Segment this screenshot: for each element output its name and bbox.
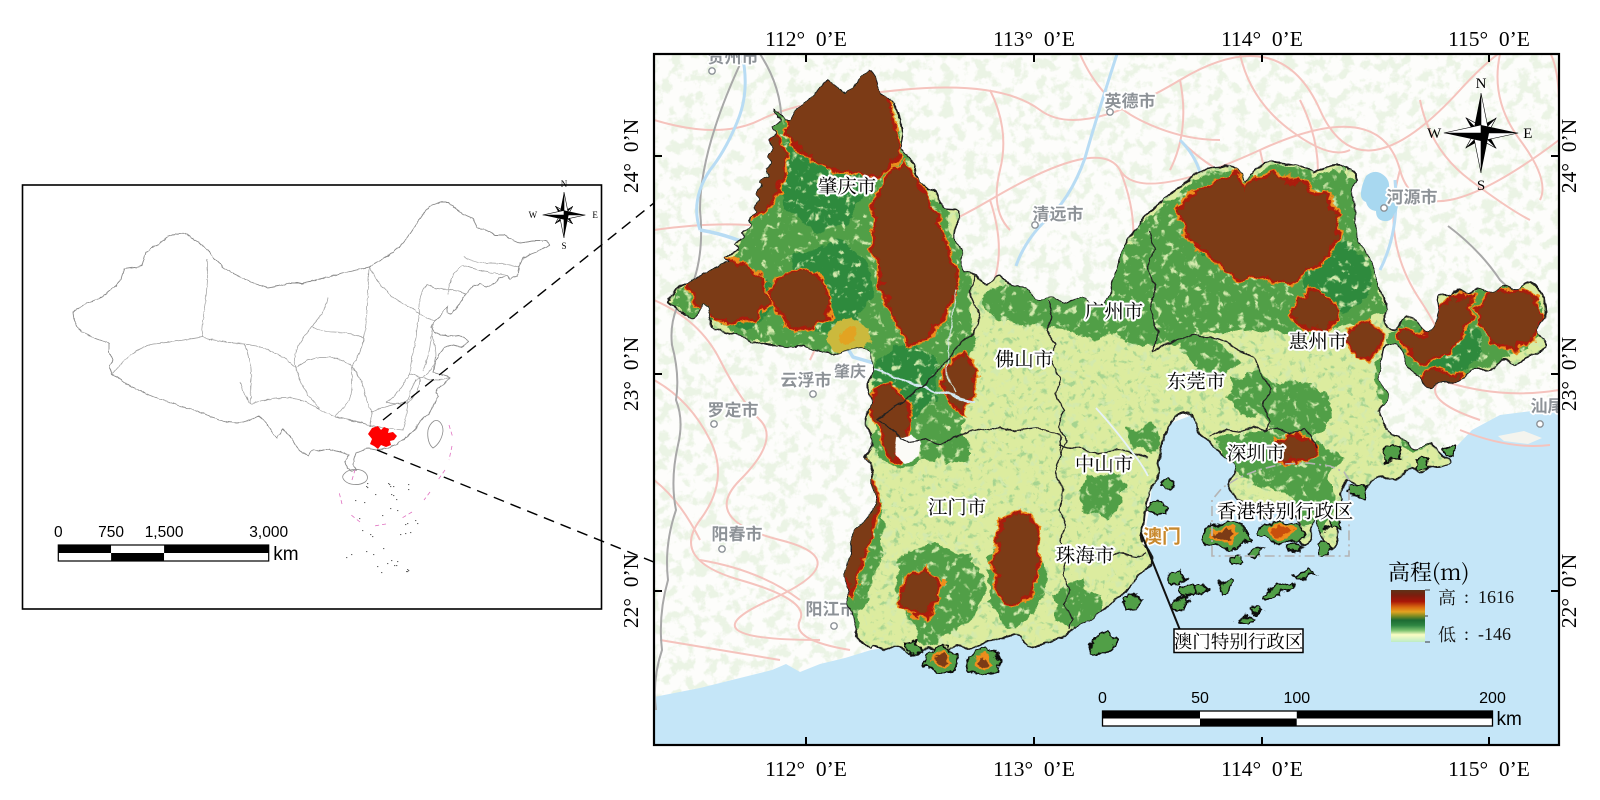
svg-text:23° 0’N: 23° 0’N — [1557, 336, 1581, 411]
svg-text:112° 0’E: 112° 0’E — [765, 757, 847, 781]
svg-text:: -146: : -146 — [1464, 624, 1511, 644]
svg-text:200: 200 — [1479, 690, 1506, 707]
svg-text:114° 0’E: 114° 0’E — [1221, 27, 1303, 51]
svg-text:114° 0’E: 114° 0’E — [1221, 757, 1303, 781]
svg-text:S: S — [1477, 178, 1485, 194]
svg-text:N: N — [561, 179, 568, 189]
svg-text:113° 0’E: 113° 0’E — [993, 757, 1075, 781]
svg-text:115° 0’E: 115° 0’E — [1448, 757, 1530, 781]
svg-text:24° 0’N: 24° 0’N — [619, 118, 643, 193]
svg-text:750: 750 — [98, 524, 124, 541]
svg-text:112° 0’E: 112° 0’E — [765, 27, 847, 51]
svg-text:115° 0’E: 115° 0’E — [1448, 27, 1530, 51]
svg-text:22° 0’N: 22° 0’N — [1557, 553, 1581, 628]
svg-text:E: E — [1523, 126, 1532, 142]
svg-text:E: E — [592, 210, 598, 220]
svg-text:1,500: 1,500 — [145, 524, 184, 541]
svg-text:23° 0’N: 23° 0’N — [619, 336, 643, 411]
svg-text:0: 0 — [54, 524, 63, 541]
svg-text:113° 0’E: 113° 0’E — [993, 27, 1075, 51]
svg-text:W: W — [1427, 126, 1442, 142]
svg-text:0: 0 — [1098, 690, 1107, 707]
svg-text:3,000: 3,000 — [249, 524, 288, 541]
svg-text:100: 100 — [1283, 690, 1310, 707]
svg-text:50: 50 — [1191, 690, 1209, 707]
svg-text:24° 0’N: 24° 0’N — [1557, 118, 1581, 193]
svg-text:km: km — [1497, 709, 1522, 730]
svg-text:W: W — [529, 210, 538, 220]
svg-text:N: N — [1476, 76, 1487, 92]
svg-text:km: km — [273, 544, 298, 565]
svg-text:S: S — [561, 241, 566, 251]
svg-text:22° 0’N: 22° 0’N — [619, 553, 643, 628]
svg-text:: 1616: : 1616 — [1464, 587, 1514, 607]
